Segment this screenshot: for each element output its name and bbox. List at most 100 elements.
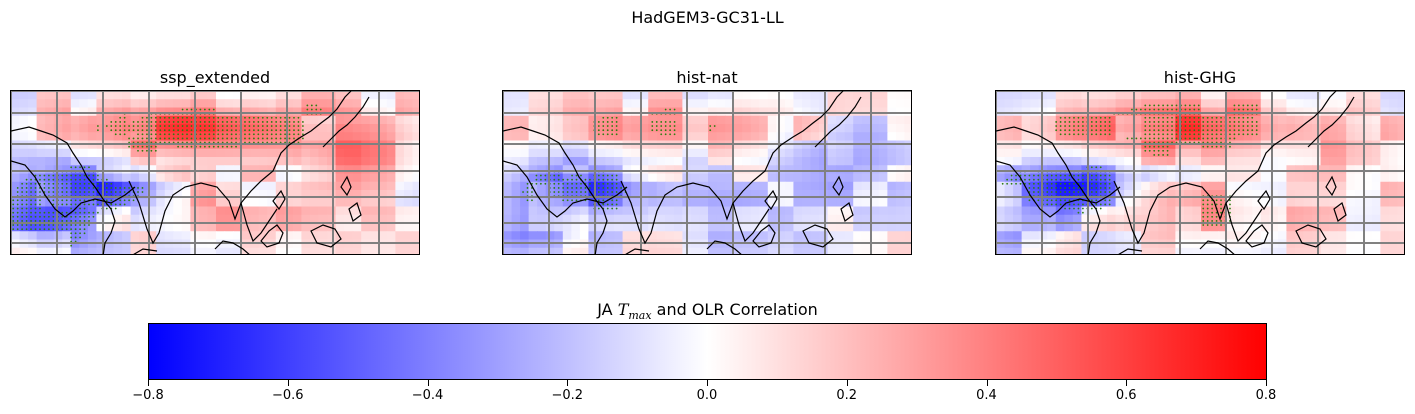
significance-dot bbox=[1188, 133, 1191, 136]
significance-dot bbox=[226, 125, 229, 127]
heatmap-cell bbox=[1346, 181, 1356, 191]
heatmap-cell bbox=[122, 206, 132, 216]
heatmap-cell bbox=[690, 115, 701, 125]
heatmap-cell bbox=[386, 91, 396, 100]
heatmap-cell bbox=[1192, 115, 1202, 125]
heatmap-cell bbox=[1089, 99, 1100, 109]
coastline bbox=[752, 224, 776, 248]
significance-dot bbox=[1082, 182, 1084, 185]
heatmap-cell bbox=[887, 173, 897, 183]
heatmap-cell bbox=[344, 231, 354, 241]
heatmap-cell bbox=[327, 190, 337, 199]
significance-dot bbox=[221, 125, 224, 127]
heatmap-cell bbox=[784, 107, 795, 117]
heatmap-cell bbox=[130, 99, 140, 109]
heatmap-cell bbox=[28, 247, 38, 254]
significance-dot bbox=[65, 211, 68, 214]
heatmap-cell bbox=[579, 157, 590, 166]
heatmap-cell bbox=[588, 99, 598, 109]
heatmap-cell bbox=[605, 206, 615, 216]
heatmap-cell bbox=[122, 198, 132, 208]
significance-dot bbox=[70, 187, 73, 189]
heatmap-cell bbox=[378, 247, 388, 254]
significance-dot bbox=[1206, 116, 1209, 119]
heatmap-cell bbox=[1072, 157, 1083, 166]
heatmap-cell bbox=[412, 247, 419, 254]
heatmap-cell bbox=[275, 247, 285, 254]
significance-dot bbox=[79, 224, 81, 226]
significance-dot bbox=[1206, 125, 1209, 127]
heatmap-cell bbox=[1329, 107, 1339, 117]
heatmap-cell bbox=[520, 107, 530, 117]
heatmap-cell bbox=[1388, 206, 1399, 216]
heatmap-cell bbox=[878, 107, 888, 117]
significance-dot bbox=[1090, 207, 1093, 210]
heatmap-cell bbox=[1192, 190, 1202, 199]
heatmap-cell bbox=[233, 173, 243, 183]
heatmap-cell bbox=[164, 214, 174, 224]
heatmap-cell bbox=[224, 181, 234, 191]
heatmap-cell bbox=[1141, 115, 1151, 125]
heatmap-cell bbox=[1260, 115, 1270, 125]
heatmap-cell bbox=[224, 99, 234, 109]
significance-dot bbox=[12, 211, 15, 214]
heatmap-cell bbox=[742, 231, 752, 241]
heatmap-cell bbox=[113, 124, 123, 133]
heatmap-cell bbox=[895, 190, 906, 199]
heatmap-cell bbox=[1303, 214, 1313, 224]
heatmap-cell bbox=[1089, 173, 1100, 183]
heatmap-cell bbox=[639, 165, 649, 175]
heatmap-cell bbox=[62, 91, 72, 100]
heatmap-cell bbox=[537, 124, 547, 133]
heatmap-cell bbox=[1252, 115, 1262, 125]
heatmap-cell bbox=[1081, 173, 1091, 183]
heatmap-cell bbox=[1158, 132, 1168, 142]
significance-dot bbox=[1184, 129, 1187, 132]
significance-dot bbox=[1064, 174, 1066, 177]
significance-dot bbox=[47, 191, 50, 193]
significance-dot bbox=[284, 116, 286, 119]
significance-dot bbox=[1077, 178, 1080, 181]
heatmap-cell bbox=[224, 223, 234, 232]
significance-dot bbox=[70, 174, 73, 177]
significance-dot bbox=[146, 129, 148, 132]
heatmap-cell bbox=[70, 173, 80, 183]
heatmap-cell bbox=[87, 173, 98, 183]
heatmap-cell bbox=[19, 231, 29, 241]
significance-dot bbox=[65, 187, 68, 189]
heatmap-cell bbox=[836, 206, 846, 216]
significance-dot bbox=[1162, 104, 1165, 107]
significance-dot bbox=[1095, 203, 1098, 206]
heatmap-cell bbox=[870, 190, 880, 199]
heatmap-cell bbox=[1388, 148, 1399, 158]
significance-dot bbox=[557, 174, 560, 177]
heatmap-cell bbox=[1371, 231, 1381, 241]
heatmap-cell bbox=[545, 173, 555, 183]
heatmap-cell bbox=[258, 157, 268, 166]
heatmap-cell bbox=[1013, 231, 1023, 241]
heatmap-cell bbox=[275, 99, 285, 109]
heatmap-cell bbox=[503, 173, 513, 183]
significance-dot bbox=[1037, 174, 1040, 177]
heatmap-cell bbox=[1132, 124, 1142, 133]
significance-dot bbox=[97, 211, 99, 214]
heatmap-cell bbox=[1363, 115, 1373, 125]
significance-dot bbox=[1166, 108, 1169, 111]
significance-dot bbox=[1233, 133, 1236, 136]
significance-dot bbox=[70, 224, 73, 226]
significance-dot bbox=[230, 125, 233, 127]
heatmap-cell bbox=[1371, 247, 1381, 254]
significance-dot bbox=[584, 187, 587, 189]
heatmap-cell bbox=[836, 115, 846, 125]
colorbar-tick-label: 0.2 bbox=[836, 388, 858, 403]
heatmap-cell bbox=[62, 206, 72, 216]
heatmap-cell bbox=[1072, 247, 1083, 254]
heatmap-cell bbox=[1030, 99, 1040, 109]
heatmap-cell bbox=[690, 157, 701, 166]
heatmap-cell bbox=[1286, 214, 1296, 224]
heatmap-cell bbox=[104, 190, 115, 199]
heatmap-cell bbox=[292, 107, 303, 117]
heatmap-cell bbox=[528, 107, 538, 117]
significance-dot bbox=[539, 174, 542, 177]
heatmap-cell bbox=[224, 231, 234, 241]
